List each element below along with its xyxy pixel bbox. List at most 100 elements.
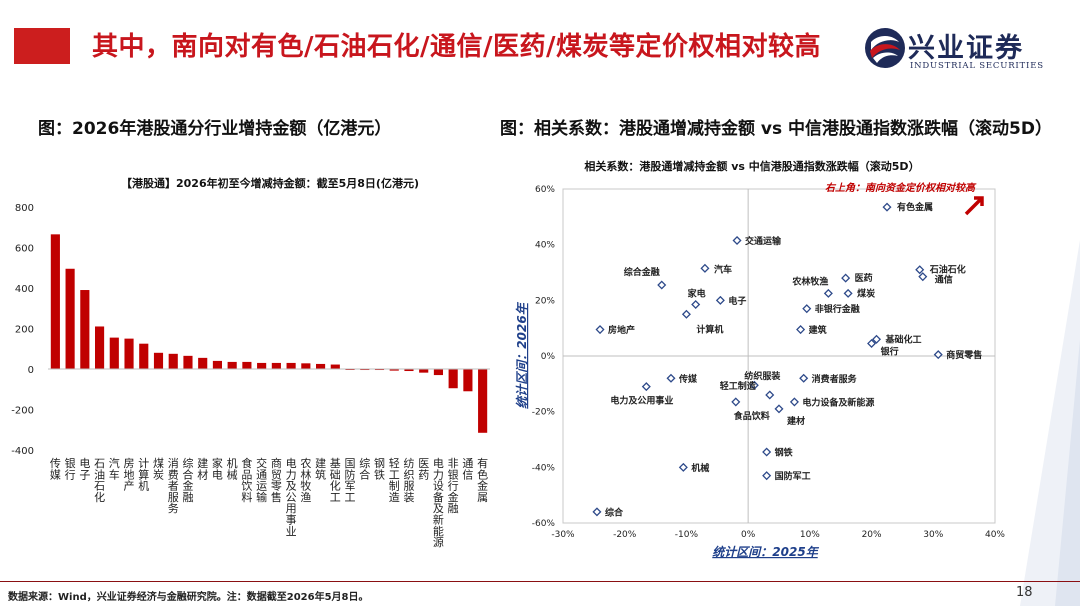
scatter-point-label: 轻工制造	[720, 380, 757, 392]
bar-机械	[227, 361, 237, 369]
scatter-point-label: 综合金融	[624, 266, 660, 278]
bar-x-tick-label: 非银行金融	[448, 457, 459, 515]
bar-x-tick-label: 通信	[462, 457, 473, 481]
scatter-point-label: 电力设备及新能源	[802, 396, 874, 408]
page-title: 其中，南向对有色/石油石化/通信/医药/煤炭等定价权相对较高	[92, 32, 821, 62]
bar-钢铁	[374, 369, 385, 371]
bar-x-tick-label: 综合金融	[182, 456, 193, 504]
scatter-point-医药	[841, 273, 851, 283]
background-decoration	[1020, 240, 1080, 606]
bar-x-tick-label: 煤炭	[153, 457, 164, 481]
scatter-point-机械	[678, 462, 688, 472]
bar-y-tick-label: 800	[15, 203, 34, 214]
scatter-point-label: 建筑	[809, 324, 827, 336]
bar-消费者服务	[168, 353, 178, 369]
scatter-point-综合	[592, 507, 602, 517]
scatter-point-轻工制造	[765, 390, 775, 400]
bar-食品饮料	[242, 361, 252, 369]
bar-y-tick-label: 200	[15, 325, 34, 336]
bar-x-tick-label: 商贸零售	[271, 456, 282, 504]
bar-x-tick-label: 电力及公用事业	[286, 457, 297, 538]
bar-电子	[80, 290, 90, 369]
bar-x-tick-label: 银行	[65, 456, 76, 481]
scatter-y-tick-label: 60%	[535, 185, 555, 195]
bar-x-tick-label: 农林牧渔	[300, 456, 311, 504]
scatter-x-tick-label: -30%	[551, 530, 575, 540]
scatter-point-交通运输	[732, 235, 742, 246]
scatter-point-银行	[867, 338, 877, 348]
scatter-point-label: 石油石化	[929, 264, 966, 276]
upper-right-arrow-icon	[964, 196, 984, 216]
bar-x-tick-label: 计算机	[138, 457, 149, 493]
scatter-point-煤炭	[843, 288, 853, 298]
scatter-y-tick-label: -60%	[532, 519, 556, 529]
bar-x-tick-label: 纺织服装	[403, 456, 414, 504]
scatter-point-石油石化	[915, 265, 925, 275]
bar-y-tick-label: -400	[11, 446, 34, 457]
scatter-point-农林牧渔	[823, 288, 833, 298]
scatter-point-电力及公用事业	[641, 382, 651, 392]
scatter-point-label: 家电	[688, 288, 706, 300]
scatter-point-电子	[715, 295, 725, 305]
bar-x-tick-label: 家电	[212, 456, 223, 481]
bar-通信	[463, 369, 473, 392]
scatter-point-label: 交通运输	[745, 235, 782, 247]
bar-x-tick-label: 钢铁	[374, 457, 385, 481]
scatter-x-tick-label: 30%	[923, 530, 943, 540]
bar-x-tick-label: 医药	[418, 457, 429, 481]
bar-y-tick-label: -200	[11, 406, 34, 417]
bar-商贸零售	[271, 362, 281, 369]
bar-chart: 【港股通】2026年初至今增减持金额：截至5月8日(亿港元) 800 600 400…	[11, 176, 490, 549]
bar-汽车	[109, 337, 119, 369]
bar-x-tick-label: 轻工制造	[389, 456, 400, 504]
bar-轻工制造	[389, 369, 399, 371]
scatter-y-tick-label: 0%	[541, 352, 556, 362]
bar-x-tick-label: 交通运输	[256, 456, 267, 504]
scatter-point-家电	[691, 299, 701, 310]
bar-综合金融	[183, 355, 193, 369]
scatter-point-label: 通信	[935, 274, 953, 286]
scatter-point-label: 计算机	[696, 323, 723, 335]
footer-source-note: 数据来源：Wind，兴业证券经济与金融研究院。注：数据截至2026年5月8日。	[8, 592, 369, 603]
right-figure-caption: 图：相关系数：港股通增减持金额 vs 中信港股通指数涨跌幅（滚动5D）	[500, 119, 1052, 139]
footer-divider	[0, 581, 1080, 582]
bar-y-tick-label: 0	[28, 365, 34, 376]
scatter-y-tick-label: 20%	[535, 296, 555, 306]
scatter-y-tick-label: 40%	[535, 241, 555, 251]
scatter-point-label: 建材	[787, 415, 805, 427]
bar-基础化工	[330, 364, 340, 369]
bar-x-tick-label: 基础化工	[330, 457, 341, 504]
company-logo-icon	[865, 28, 905, 68]
scatter-chart-title: 相关系数：港股通增减持金额 vs 中信港股通指数涨跌幅（滚动5D）	[584, 159, 919, 173]
scatter-point-综合金融	[657, 280, 667, 290]
bar-石油石化	[94, 326, 105, 369]
scatter-x-tick-label: -20%	[613, 530, 637, 540]
scatter-point-label: 银行	[881, 345, 899, 357]
bar-农林牧渔	[301, 363, 311, 369]
bar-x-tick-label: 消费者服务	[168, 456, 179, 515]
scatter-x-tick-label: 40%	[985, 530, 1005, 540]
bar-x-tick-label: 电子	[79, 457, 90, 481]
bar-电力设备及新能源	[433, 369, 444, 376]
scatter-x-axis-label: 统计区间：2025年	[712, 545, 819, 559]
scatter-point-label: 基础化工	[885, 333, 922, 345]
scatter-point-label: 房地产	[608, 324, 635, 336]
scatter-x-tick-label: 0%	[741, 530, 756, 540]
scatter-point-label: 钢铁	[775, 447, 793, 459]
scatter-point-钢铁	[762, 447, 772, 457]
scatter-point-房地产	[595, 325, 605, 335]
bar-y-tick-label: 600	[15, 244, 34, 255]
scatter-point-label: 纺织服装	[744, 370, 781, 382]
header-accent-bar	[14, 28, 70, 64]
bar-传媒	[50, 234, 60, 369]
bar-x-tick-label: 房地产	[124, 457, 135, 493]
scatter-point-label: 煤炭	[857, 287, 875, 299]
scatter-point-label: 商贸零售	[946, 349, 982, 361]
scatter-point-计算机	[681, 309, 691, 319]
bar-x-tick-label: 汽车	[109, 456, 120, 481]
logo-text: 兴业证券	[908, 33, 1024, 64]
bar-x-tick-label: 有色金属	[477, 456, 488, 504]
scatter-point-建筑	[796, 325, 806, 335]
scatter-annotation: 右上角：南向资金定价权相对较高	[825, 182, 977, 194]
bar-银行	[65, 268, 75, 369]
